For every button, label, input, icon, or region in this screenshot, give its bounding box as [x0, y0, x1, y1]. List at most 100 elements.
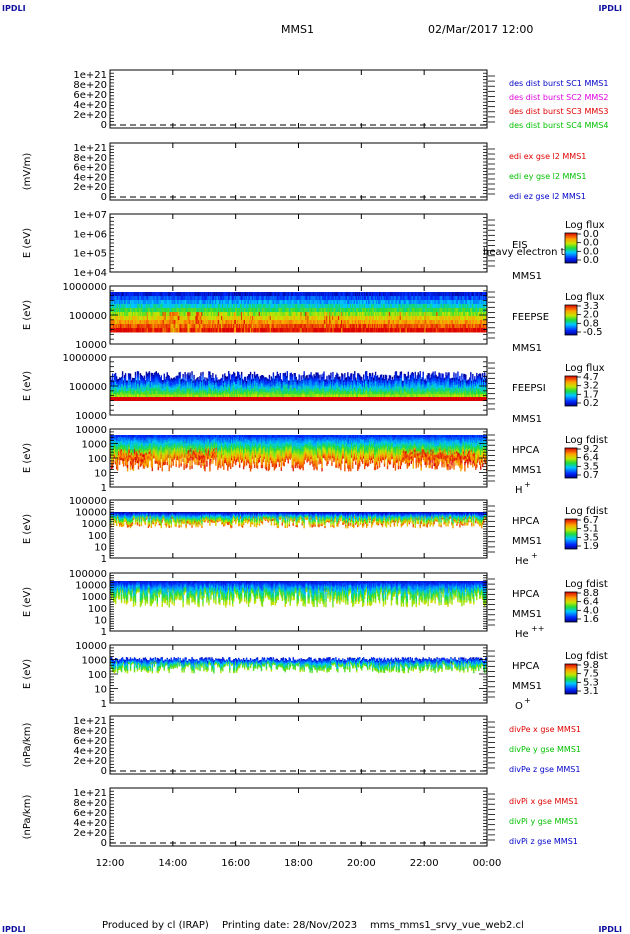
panel-7-frame — [110, 500, 487, 558]
panel-9-frame — [110, 645, 487, 703]
panel-3-ytick-label: 1e+06 — [73, 229, 107, 240]
panel-10-legend-3: divPe z gse MMS1 — [509, 765, 580, 774]
panel-6-ytick-label: 10000 — [75, 425, 107, 436]
panel-6-spacecraft-label: MMS1 — [512, 465, 542, 476]
panel-10-legend-1: divPe x gse MMS1 — [509, 725, 581, 734]
panel-5-colorbar-tick-label: 0.2 — [583, 398, 599, 409]
panel-9-species-charge: + — [524, 696, 531, 705]
panel-5-instrument-label: FEEPSI — [512, 383, 546, 394]
spectrogram-feepsi — [110, 371, 487, 401]
panel-4-ytick-label: 1000000 — [62, 282, 107, 293]
panel-2-legend-3: edi ez gse l2 MMS1 — [509, 192, 586, 201]
panel-4-ytick-label: 10000 — [75, 340, 107, 351]
panel-5-ytick-label: 10000 — [75, 411, 107, 422]
panel-7-species-label: He — [515, 556, 529, 567]
panel-10-frame — [110, 716, 487, 774]
panel-8-spacecraft-label: MMS1 — [512, 609, 542, 620]
panel-8-instrument-label: HPCA — [512, 589, 540, 600]
panel-9-ylabel: E (eV) — [22, 659, 33, 689]
panel-9-ytick-label: 100 — [88, 670, 107, 681]
panel-11-legend-3: divPi z gse MMS1 — [509, 837, 578, 846]
panel-8-ytick-label: 10000 — [75, 581, 107, 592]
panel-2-frame — [110, 143, 487, 200]
x-tick-label: 22:00 — [410, 858, 439, 869]
panel-7-ytick-label: 100 — [88, 531, 107, 542]
panel-7-ytick-label: 10000 — [75, 508, 107, 519]
panel-11-ytick-label: 0 — [101, 838, 107, 849]
panel-7-colorbar-tick-label: 1.9 — [583, 541, 599, 552]
panel-1-ytick-label: 0 — [101, 120, 107, 131]
x-tick-label: 12:00 — [96, 858, 125, 869]
panel-4-ytick-label: 100000 — [69, 311, 107, 322]
panel-4-colorbar-tick-label: -0.5 — [583, 327, 603, 338]
panel-9-species-label: O — [515, 701, 523, 712]
panel-6-ytick-label: 10 — [94, 469, 107, 480]
panel-8-ytick-label: 1 — [101, 627, 107, 638]
panel-8-species-charge: ++ — [531, 624, 544, 633]
panel-9-ytick-label: 10 — [94, 685, 107, 696]
x-tick-label: 00:00 — [473, 858, 502, 869]
panel-7-ytick-label: 10 — [94, 542, 107, 553]
panel-7-species-charge: + — [531, 551, 538, 560]
panel-6-ytick-label: 1000 — [82, 440, 107, 451]
panel-4-colorbar — [565, 305, 577, 335]
spectrogram-heplus — [110, 512, 487, 528]
footer-printing-date: Printing date: 28/Nov/2023 — [222, 920, 357, 931]
panel-7-ylabel: E (eV) — [22, 514, 33, 544]
footer-script-name: mms_mms1_srvy_vue_web2.cl — [370, 920, 524, 931]
spectrogram-hplus — [110, 435, 487, 471]
panel-8-ytick-label: 1000 — [82, 592, 107, 603]
panel-2-legend-2: edi ey gse l2 MMS1 — [509, 172, 587, 181]
x-tick-label: 18:00 — [284, 858, 313, 869]
panel-9-spacecraft-label: MMS1 — [512, 681, 542, 692]
panel-2-ylabel: (mV/m) — [22, 153, 33, 191]
multi-panel-chart: 1e+218e+206e+204e+202e+200des dist burst… — [0, 0, 630, 934]
panel-5-colorbar — [565, 376, 577, 406]
panel-10-ylabel: (nPa/km) — [22, 723, 33, 768]
panel-6-ytick-label: 100 — [88, 454, 107, 465]
panel-11-ylabel: (nPa/km) — [22, 795, 33, 840]
panel-7-colorbar — [565, 519, 577, 549]
panel-3-ytick-label: 1e+04 — [73, 268, 107, 279]
panel-5-ytick-label: 100000 — [69, 382, 107, 393]
x-tick-label: 14:00 — [158, 858, 187, 869]
panel-8-ytick-label: 100000 — [69, 569, 107, 580]
panel-1-frame — [110, 70, 487, 128]
panel-9-colorbar-tick-label: 3.1 — [583, 686, 599, 697]
panel-7-ytick-label: 1 — [101, 554, 107, 565]
panel-11-frame — [110, 788, 487, 846]
panel-3-overlay-text: heavy electron to — [483, 247, 571, 258]
panel-3-colorbar-tick-label: 0.0 — [583, 255, 599, 266]
panel-7-spacecraft-label: MMS1 — [512, 536, 542, 547]
panel-7-instrument-label: HPCA — [512, 516, 540, 527]
panel-7-ytick-label: 100000 — [69, 496, 107, 507]
panel-4-spacecraft-label: MMS1 — [512, 343, 542, 354]
panel-2-ytick-label: 0 — [101, 192, 107, 203]
panel-1-legend-2: des dist burst SC2 MMS2 — [509, 93, 608, 102]
panel-5-spacecraft-label: MMS1 — [512, 414, 542, 425]
panel-3-ylabel: E (eV) — [22, 228, 33, 258]
panel-8-ytick-label: 100 — [88, 604, 107, 615]
panel-3-spacecraft-label: MMS1 — [512, 271, 542, 282]
panel-9-colorbar — [565, 664, 577, 694]
panel-6-species-charge: + — [524, 480, 531, 489]
panel-8-species-label: He — [515, 629, 529, 640]
panel-1-legend-4: des dist burst SC4 MMS4 — [509, 121, 608, 130]
panel-8-colorbar-tick-label: 1.6 — [583, 614, 599, 625]
panel-3-colorbar — [565, 233, 577, 263]
x-tick-label: 20:00 — [347, 858, 376, 869]
panel-8-ytick-label: 10 — [94, 615, 107, 626]
panel-6-colorbar — [565, 448, 577, 478]
panel-9-ytick-label: 1 — [101, 699, 107, 710]
panel-6-species-label: H — [515, 485, 523, 496]
panel-6-ylabel: E (eV) — [22, 443, 33, 473]
panel-11-legend-1: divPi x gse MMS1 — [509, 797, 578, 806]
panel-4-instrument-label: FEEPSE — [512, 312, 549, 323]
panel-10-legend-2: divPe y gse MMS1 — [509, 745, 581, 754]
panel-1-legend-1: des dist burst SC1 MMS1 — [509, 79, 608, 88]
panel-5-ytick-label: 1000000 — [62, 353, 107, 364]
panel-1-legend-3: des dist burst SC3 MMS3 — [509, 107, 608, 116]
panel-11-legend-2: divPi y gse MMS1 — [509, 817, 578, 826]
panel-10-ytick-label: 0 — [101, 766, 107, 777]
panel-4-ylabel: E (eV) — [22, 300, 33, 330]
